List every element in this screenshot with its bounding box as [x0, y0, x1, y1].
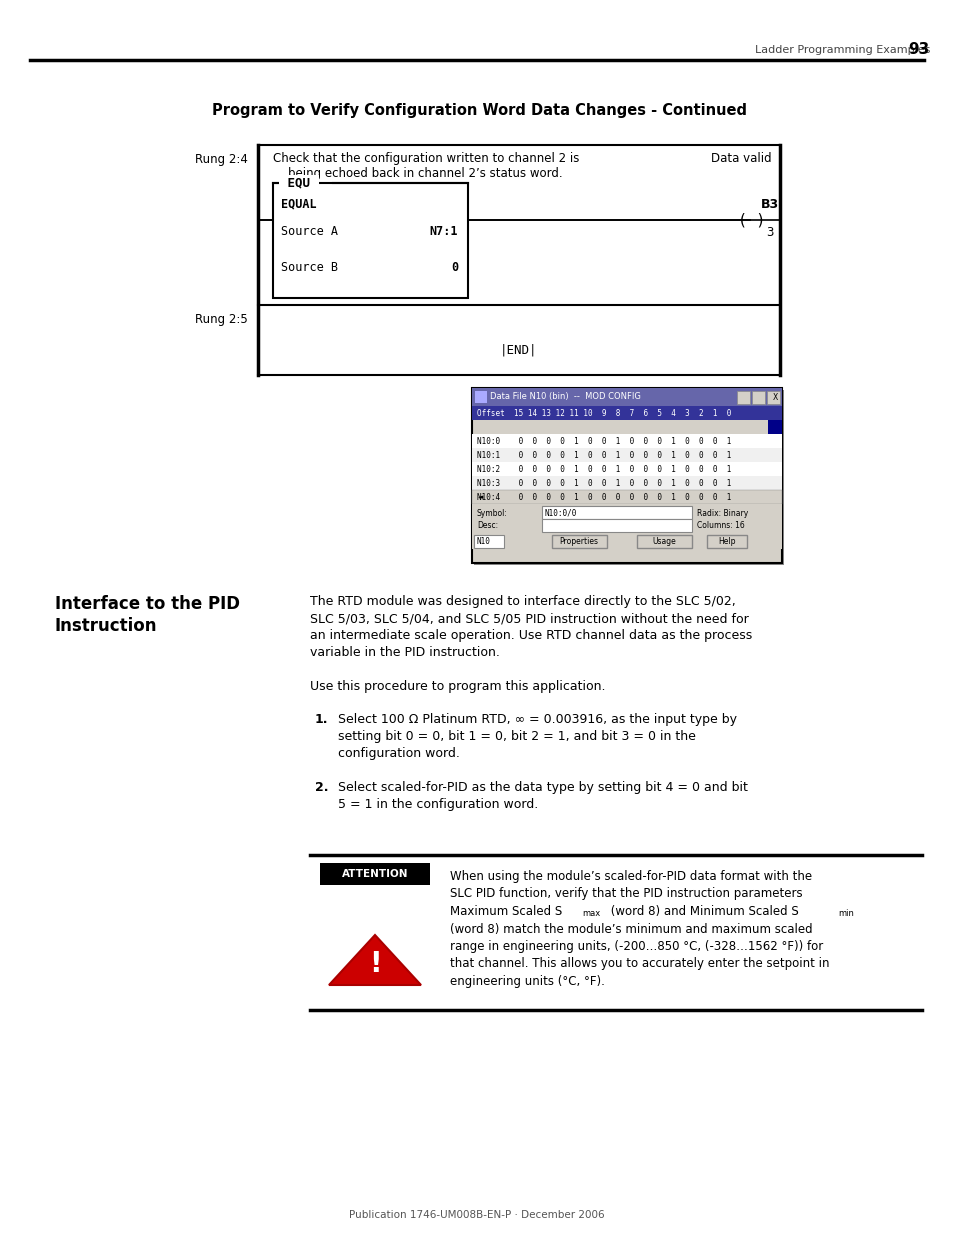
Text: Help: Help	[718, 536, 735, 546]
Text: The RTD module was designed to interface directly to the SLC 5/02,: The RTD module was designed to interface…	[310, 595, 735, 608]
Text: range in engineering units, (-200…850 °C, (-328…1562 °F)) for: range in engineering units, (-200…850 °C…	[450, 940, 822, 953]
Bar	[319, 863, 430, 885]
Text: N7:1: N7:1	[429, 225, 457, 238]
Text: Source B: Source B	[281, 261, 337, 274]
Text: engineering units (°C, °F).: engineering units (°C, °F).	[450, 974, 604, 988]
Text: ( ): ( )	[738, 212, 765, 227]
Text: variable in the PID instruction.: variable in the PID instruction.	[310, 646, 499, 659]
Text: (word 8) and Minimum Scaled S: (word 8) and Minimum Scaled S	[606, 905, 798, 918]
Text: Ladder Programming Examples: Ladder Programming Examples	[754, 44, 929, 56]
Text: Use this procedure to program this application.: Use this procedure to program this appli…	[310, 680, 605, 693]
Text: N10: N10	[476, 537, 491, 547]
Bar	[751, 391, 764, 404]
Bar	[472, 504, 781, 550]
Text: Maximum Scaled S: Maximum Scaled S	[450, 905, 561, 918]
Text: N10:2    0  0  0  0  1  0  0  1  0  0  0  1  0  0  0  1: N10:2 0 0 0 0 1 0 0 1 0 0 0 1 0 0 0 1	[476, 464, 731, 473]
Text: being echoed back in channel 2’s status word.: being echoed back in channel 2’s status …	[288, 167, 562, 180]
Text: SLC 5/03, SLC 5/04, and SLC 5/05 PID instruction without the need for: SLC 5/03, SLC 5/04, and SLC 5/05 PID ins…	[310, 613, 748, 625]
Text: Select 100 Ω Platinum RTD, ∞ = 0.003916, as the input type by: Select 100 Ω Platinum RTD, ∞ = 0.003916,…	[337, 713, 737, 726]
Text: 2.: 2.	[314, 781, 328, 794]
Text: B3: B3	[760, 199, 779, 211]
Bar	[475, 391, 486, 403]
Bar	[472, 388, 781, 563]
Bar	[273, 183, 468, 298]
Text: 5 = 1 in the configuration word.: 5 = 1 in the configuration word.	[337, 798, 537, 811]
Text: N10:0    0  0  0  0  1  0  0  1  0  0  0  1  0  0  0  1: N10:0 0 0 0 0 1 0 0 1 0 0 0 1 0 0 0 1	[476, 436, 731, 446]
Text: N10:1    0  0  0  0  1  0  0  1  0  0  0  1  0  0  0  1: N10:1 0 0 0 0 1 0 0 1 0 0 0 1 0 0 0 1	[476, 451, 731, 459]
Bar	[474, 535, 503, 548]
Text: Instruction: Instruction	[55, 618, 157, 635]
Bar	[541, 519, 691, 532]
Text: EQUAL: EQUAL	[281, 198, 316, 210]
Bar	[541, 506, 691, 519]
Text: !: !	[368, 950, 381, 978]
Text: that channel. This allows you to accurately enter the setpoint in: that channel. This allows you to accurat…	[450, 957, 828, 971]
Bar	[766, 391, 780, 404]
Text: 93: 93	[908, 42, 929, 58]
Bar	[472, 462, 781, 475]
Text: setting bit 0 = 0, bit 1 = 0, bit 2 = 1, and bit 3 = 0 in the: setting bit 0 = 0, bit 1 = 0, bit 2 = 1,…	[337, 730, 695, 743]
Text: max: max	[581, 909, 599, 918]
Bar	[737, 391, 749, 404]
Text: Publication 1746-UM008B-EN-P · December 2006: Publication 1746-UM008B-EN-P · December …	[349, 1210, 604, 1220]
Text: Source A: Source A	[281, 225, 337, 238]
Text: X: X	[772, 393, 777, 401]
Bar	[472, 448, 781, 462]
Text: EQU: EQU	[280, 177, 317, 189]
Polygon shape	[329, 935, 420, 986]
Text: Usage: Usage	[652, 536, 675, 546]
Bar	[767, 420, 781, 433]
Text: ATTENTION: ATTENTION	[341, 869, 408, 879]
Text: Select scaled-for-PID as the data type by setting bit 4 = 0 and bit: Select scaled-for-PID as the data type b…	[337, 781, 747, 794]
Text: Columns: 16: Columns: 16	[697, 521, 744, 531]
Bar	[472, 490, 781, 504]
Text: an intermediate scale operation. Use RTD channel data as the process: an intermediate scale operation. Use RTD…	[310, 629, 752, 642]
Text: Rung 2:4: Rung 2:4	[195, 153, 248, 167]
Text: Check that the configuration written to channel 2 is: Check that the configuration written to …	[273, 152, 578, 165]
Text: 1.: 1.	[314, 713, 328, 726]
Text: Program to Verify Configuration Word Data Changes - Continued: Program to Verify Configuration Word Dat…	[213, 103, 747, 117]
Text: min: min	[837, 909, 853, 918]
Bar	[472, 475, 781, 490]
Text: |END|: |END|	[499, 343, 537, 357]
Text: N10:0/0: N10:0/0	[544, 509, 577, 517]
Text: SLC PID function, verify that the PID instruction parameters: SLC PID function, verify that the PID in…	[450, 888, 801, 900]
Text: Properties: Properties	[558, 536, 598, 546]
Text: Radix: Binary: Radix: Binary	[697, 509, 747, 517]
Text: N10:3    0  0  0  0  1  0  0  1  0  0  0  1  0  0  0  1: N10:3 0 0 0 0 1 0 0 1 0 0 0 1 0 0 0 1	[476, 478, 731, 488]
Text: Data valid: Data valid	[711, 152, 771, 165]
Bar	[472, 490, 781, 504]
Text: When using the module’s scaled-for-PID data format with the: When using the module’s scaled-for-PID d…	[450, 869, 811, 883]
Text: Data File N10 (bin)  --  MOD CONFIG: Data File N10 (bin) -- MOD CONFIG	[490, 393, 640, 401]
Bar	[472, 433, 781, 448]
Text: Desc:: Desc:	[476, 521, 497, 531]
Text: Offset  15 14 13 12 11 10  9  8  7  6  5  4  3  2  1  0: Offset 15 14 13 12 11 10 9 8 7 6 5 4 3 2…	[476, 409, 731, 417]
Bar	[474, 390, 783, 564]
Text: Symbol:: Symbol:	[476, 509, 507, 517]
Text: 3: 3	[765, 226, 773, 238]
Bar	[637, 535, 691, 548]
Bar	[472, 406, 781, 420]
Text: 0: 0	[451, 261, 457, 274]
Text: ◄: ◄	[477, 494, 483, 500]
Text: Rung 2:5: Rung 2:5	[195, 314, 248, 326]
Bar	[472, 388, 781, 406]
Bar	[552, 535, 606, 548]
Bar	[706, 535, 746, 548]
Text: configuration word.: configuration word.	[337, 747, 459, 760]
Text: (word 8) match the module’s minimum and maximum scaled: (word 8) match the module’s minimum and …	[450, 923, 812, 935]
Text: Interface to the PID: Interface to the PID	[55, 595, 240, 613]
Text: N10:4    0  0  0  0  1  0  0  0  0  0  0  1  0  0  0  1: N10:4 0 0 0 0 1 0 0 0 0 0 0 1 0 0 0 1	[476, 493, 731, 501]
